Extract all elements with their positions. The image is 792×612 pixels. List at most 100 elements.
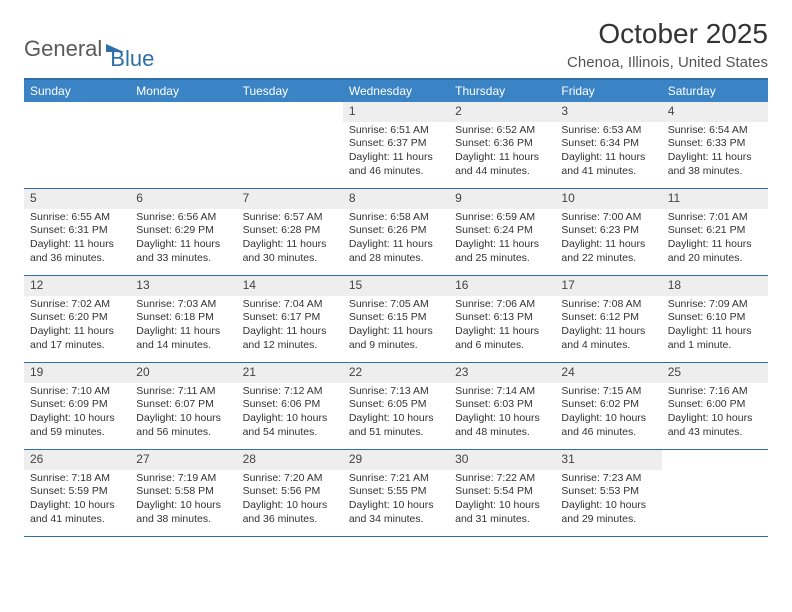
daylight-text: Daylight: 11 hours and 20 minutes. <box>668 238 762 265</box>
date-number: 17 <box>555 276 661 296</box>
date-number: 11 <box>662 189 768 209</box>
sunset-text: Sunset: 6:09 PM <box>30 398 124 412</box>
cell-body: Sunrise: 7:15 AMSunset: 6:02 PMDaylight:… <box>555 383 661 446</box>
sunset-text: Sunset: 6:37 PM <box>349 137 443 151</box>
daylight-text: Daylight: 11 hours and 12 minutes. <box>243 325 337 352</box>
cell-body: Sunrise: 7:05 AMSunset: 6:15 PMDaylight:… <box>343 296 449 359</box>
daylight-text: Daylight: 11 hours and 36 minutes. <box>30 238 124 265</box>
sunset-text: Sunset: 6:15 PM <box>349 311 443 325</box>
week-row: 12Sunrise: 7:02 AMSunset: 6:20 PMDayligh… <box>24 276 768 363</box>
sunrise-text: Sunrise: 7:06 AM <box>455 298 549 312</box>
sunrise-text: Sunrise: 6:51 AM <box>349 124 443 138</box>
dayname-thursday: Thursday <box>449 80 555 102</box>
calendar-cell: 25Sunrise: 7:16 AMSunset: 6:00 PMDayligh… <box>662 363 768 449</box>
logo: General Blue <box>24 18 154 72</box>
date-number: 10 <box>555 189 661 209</box>
calendar-cell: 20Sunrise: 7:11 AMSunset: 6:07 PMDayligh… <box>130 363 236 449</box>
date-number: 19 <box>24 363 130 383</box>
cell-body <box>237 122 343 130</box>
sunrise-text: Sunrise: 6:54 AM <box>668 124 762 138</box>
cell-body: Sunrise: 7:21 AMSunset: 5:55 PMDaylight:… <box>343 470 449 533</box>
calendar-cell: 6Sunrise: 6:56 AMSunset: 6:29 PMDaylight… <box>130 189 236 275</box>
date-number: 20 <box>130 363 236 383</box>
calendar-cell: 21Sunrise: 7:12 AMSunset: 6:06 PMDayligh… <box>237 363 343 449</box>
date-number <box>662 450 768 470</box>
date-number: 7 <box>237 189 343 209</box>
daylight-text: Daylight: 10 hours and 29 minutes. <box>561 499 655 526</box>
sunrise-text: Sunrise: 7:20 AM <box>243 472 337 486</box>
sunset-text: Sunset: 6:00 PM <box>668 398 762 412</box>
cell-body: Sunrise: 7:08 AMSunset: 6:12 PMDaylight:… <box>555 296 661 359</box>
date-number: 31 <box>555 450 661 470</box>
cell-body: Sunrise: 7:10 AMSunset: 6:09 PMDaylight:… <box>24 383 130 446</box>
cell-body <box>24 122 130 130</box>
calendar: Sunday Monday Tuesday Wednesday Thursday… <box>24 78 768 537</box>
calendar-cell: 1Sunrise: 6:51 AMSunset: 6:37 PMDaylight… <box>343 102 449 188</box>
calendar-cell: 5Sunrise: 6:55 AMSunset: 6:31 PMDaylight… <box>24 189 130 275</box>
cell-body: Sunrise: 7:14 AMSunset: 6:03 PMDaylight:… <box>449 383 555 446</box>
daylight-text: Daylight: 11 hours and 41 minutes. <box>561 151 655 178</box>
daylight-text: Daylight: 10 hours and 31 minutes. <box>455 499 549 526</box>
date-number: 8 <box>343 189 449 209</box>
daylight-text: Daylight: 11 hours and 1 minute. <box>668 325 762 352</box>
calendar-cell: 19Sunrise: 7:10 AMSunset: 6:09 PMDayligh… <box>24 363 130 449</box>
daylight-text: Daylight: 10 hours and 56 minutes. <box>136 412 230 439</box>
daylight-text: Daylight: 10 hours and 46 minutes. <box>561 412 655 439</box>
calendar-cell: 27Sunrise: 7:19 AMSunset: 5:58 PMDayligh… <box>130 450 236 536</box>
page-title: October 2025 <box>567 18 768 50</box>
sunrise-text: Sunrise: 7:13 AM <box>349 385 443 399</box>
sunrise-text: Sunrise: 7:00 AM <box>561 211 655 225</box>
calendar-cell: 22Sunrise: 7:13 AMSunset: 6:05 PMDayligh… <box>343 363 449 449</box>
sunrise-text: Sunrise: 7:23 AM <box>561 472 655 486</box>
date-number: 29 <box>343 450 449 470</box>
date-number: 6 <box>130 189 236 209</box>
cell-body: Sunrise: 7:03 AMSunset: 6:18 PMDaylight:… <box>130 296 236 359</box>
daylight-text: Daylight: 11 hours and 30 minutes. <box>243 238 337 265</box>
cell-body: Sunrise: 6:54 AMSunset: 6:33 PMDaylight:… <box>662 122 768 185</box>
sunset-text: Sunset: 5:55 PM <box>349 485 443 499</box>
sunset-text: Sunset: 6:17 PM <box>243 311 337 325</box>
calendar-cell <box>662 450 768 536</box>
calendar-cell: 26Sunrise: 7:18 AMSunset: 5:59 PMDayligh… <box>24 450 130 536</box>
sunset-text: Sunset: 5:53 PM <box>561 485 655 499</box>
dayname-saturday: Saturday <box>662 80 768 102</box>
header: General Blue October 2025 Chenoa, Illino… <box>24 18 768 72</box>
daylight-text: Daylight: 10 hours and 48 minutes. <box>455 412 549 439</box>
calendar-cell: 10Sunrise: 7:00 AMSunset: 6:23 PMDayligh… <box>555 189 661 275</box>
sunrise-text: Sunrise: 7:14 AM <box>455 385 549 399</box>
date-number: 22 <box>343 363 449 383</box>
sunset-text: Sunset: 6:02 PM <box>561 398 655 412</box>
date-number: 24 <box>555 363 661 383</box>
daylight-text: Daylight: 11 hours and 44 minutes. <box>455 151 549 178</box>
cell-body: Sunrise: 7:00 AMSunset: 6:23 PMDaylight:… <box>555 209 661 272</box>
cell-body <box>662 470 768 478</box>
calendar-cell: 3Sunrise: 6:53 AMSunset: 6:34 PMDaylight… <box>555 102 661 188</box>
sunrise-text: Sunrise: 7:11 AM <box>136 385 230 399</box>
calendar-cell <box>130 102 236 188</box>
cell-body: Sunrise: 6:59 AMSunset: 6:24 PMDaylight:… <box>449 209 555 272</box>
cell-body: Sunrise: 7:04 AMSunset: 6:17 PMDaylight:… <box>237 296 343 359</box>
date-number: 12 <box>24 276 130 296</box>
calendar-cell: 7Sunrise: 6:57 AMSunset: 6:28 PMDaylight… <box>237 189 343 275</box>
cell-body: Sunrise: 6:51 AMSunset: 6:37 PMDaylight:… <box>343 122 449 185</box>
cell-body: Sunrise: 6:55 AMSunset: 6:31 PMDaylight:… <box>24 209 130 272</box>
dayname-friday: Friday <box>555 80 661 102</box>
calendar-cell: 11Sunrise: 7:01 AMSunset: 6:21 PMDayligh… <box>662 189 768 275</box>
date-number: 21 <box>237 363 343 383</box>
calendar-cell: 24Sunrise: 7:15 AMSunset: 6:02 PMDayligh… <box>555 363 661 449</box>
cell-body: Sunrise: 7:01 AMSunset: 6:21 PMDaylight:… <box>662 209 768 272</box>
date-number: 5 <box>24 189 130 209</box>
daylight-text: Daylight: 10 hours and 34 minutes. <box>349 499 443 526</box>
date-number: 2 <box>449 102 555 122</box>
sunrise-text: Sunrise: 6:58 AM <box>349 211 443 225</box>
cell-body: Sunrise: 7:20 AMSunset: 5:56 PMDaylight:… <box>237 470 343 533</box>
daylight-text: Daylight: 11 hours and 46 minutes. <box>349 151 443 178</box>
sunrise-text: Sunrise: 7:19 AM <box>136 472 230 486</box>
sunset-text: Sunset: 6:13 PM <box>455 311 549 325</box>
sunrise-text: Sunrise: 7:22 AM <box>455 472 549 486</box>
daylight-text: Daylight: 10 hours and 54 minutes. <box>243 412 337 439</box>
calendar-cell: 31 Sunrise: 7:23 AMSunset: 5:53 PMDayligh… <box>555 450 661 536</box>
cell-body: Sunrise: 7:06 AMSunset: 6:13 PMDaylight:… <box>449 296 555 359</box>
cell-body: Sunrise: 7:18 AMSunset: 5:59 PMDaylight:… <box>24 470 130 533</box>
date-number: 25 <box>662 363 768 383</box>
